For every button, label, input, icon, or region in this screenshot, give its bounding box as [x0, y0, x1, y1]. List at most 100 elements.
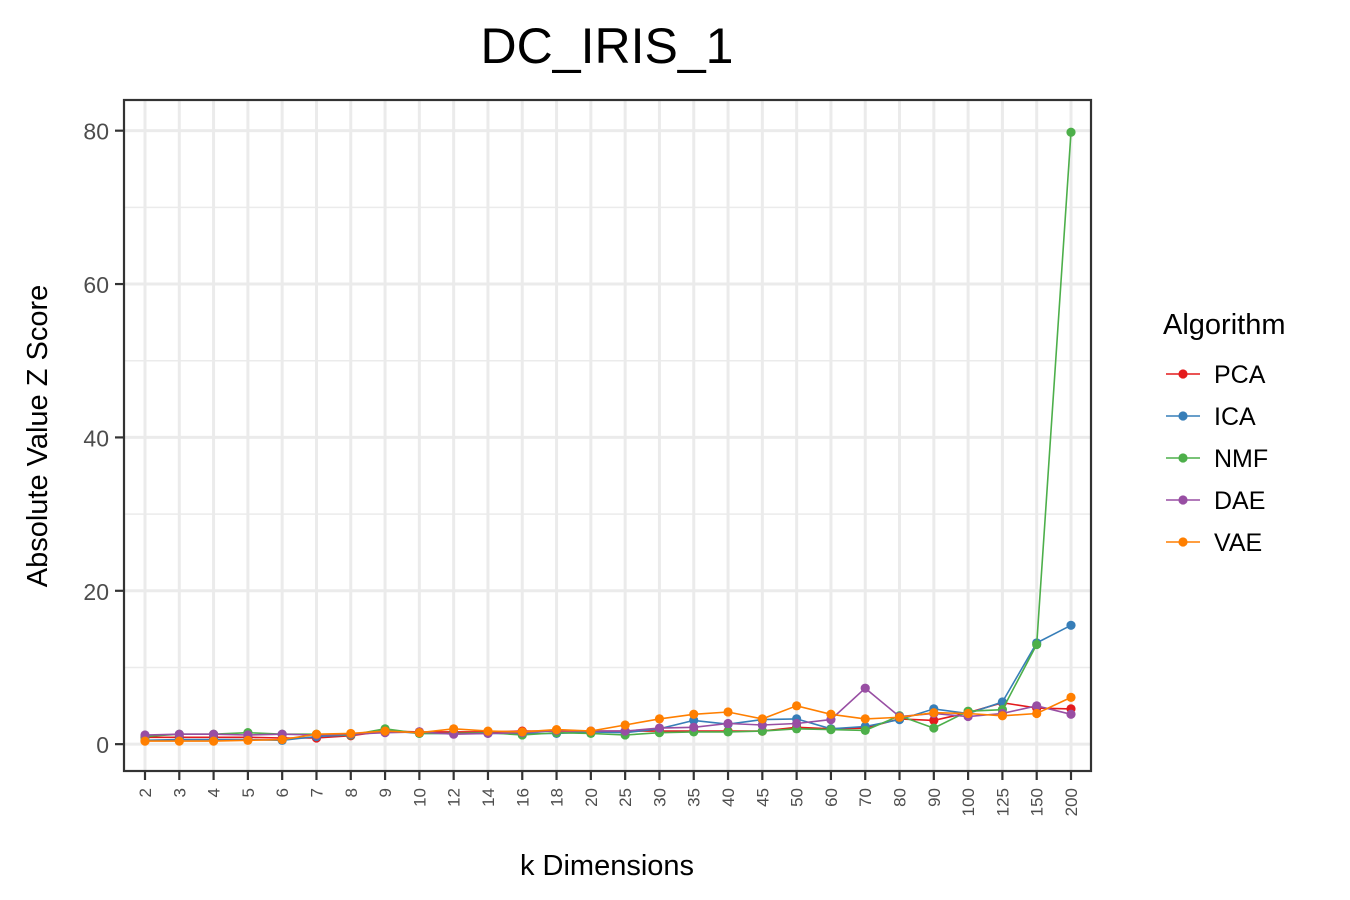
data-point-nmf	[860, 725, 870, 735]
x-tick-label: 20	[582, 788, 601, 807]
data-point-vae	[551, 724, 562, 735]
x-tick-label: 30	[650, 788, 669, 807]
legend-label: DAE	[1214, 487, 1265, 515]
x-tick-label: 50	[788, 788, 807, 807]
legend-item-nmf: NMF	[1166, 445, 1268, 473]
data-point-nmf	[1066, 127, 1076, 137]
x-tick-label: 70	[856, 788, 875, 807]
x-tick-label: 100	[959, 788, 978, 816]
legend-item-pca: PCA	[1166, 361, 1266, 389]
x-tick-label: 12	[445, 788, 464, 807]
data-point-nmf	[929, 723, 939, 733]
data-point-vae	[894, 712, 905, 722]
data-point-vae	[860, 714, 870, 724]
data-point-dae	[1066, 709, 1076, 719]
data-point-pca	[929, 715, 939, 725]
data-point-vae	[449, 724, 459, 734]
data-point-vae	[620, 720, 630, 730]
x-tick-label: 4	[205, 788, 224, 797]
data-point-vae	[346, 728, 356, 739]
y-tick-label: 0	[96, 732, 109, 758]
x-axis-label: k Dimensions	[520, 850, 694, 882]
legend-label: VAE	[1214, 529, 1262, 557]
data-point-vae	[997, 711, 1008, 721]
x-tick-label: 35	[685, 788, 704, 807]
data-point-vae	[963, 708, 973, 719]
data-point-vae	[792, 701, 802, 711]
x-tick-label: 3	[170, 788, 189, 797]
legend-item-vae: VAE	[1166, 529, 1262, 557]
data-point-dae	[792, 718, 802, 729]
data-point-vae	[140, 736, 150, 746]
y-axis-label: Absolute Value Z Score	[22, 285, 54, 588]
legend-item-ica: ICA	[1166, 403, 1256, 431]
chart-title: DC_IRIS_1	[481, 18, 734, 74]
legend-item-dae: DAE	[1166, 487, 1265, 515]
data-point-nmf	[826, 724, 836, 735]
data-point-vae	[757, 714, 767, 724]
legend-items: PCA ICA NMF DAE VAE	[1166, 361, 1268, 557]
x-tick-label: 9	[376, 788, 395, 797]
legend-key-point	[1178, 411, 1188, 421]
x-tick-label: 8	[342, 788, 361, 797]
x-tick-label: 90	[925, 788, 944, 807]
x-tick-label: 60	[822, 788, 841, 807]
legend-label: ICA	[1214, 403, 1256, 431]
data-point-vae	[277, 734, 287, 745]
legend-key-point	[1178, 537, 1188, 547]
series-line-nmf	[144, 132, 1072, 738]
data-point-vae	[483, 726, 493, 736]
data-point-vae	[517, 727, 527, 737]
y-tick-label: 80	[83, 119, 109, 145]
data-point-ica	[1066, 620, 1076, 630]
plot-panel-border	[122, 98, 1093, 773]
x-tick-label: 5	[239, 788, 258, 797]
x-tick-label: 6	[273, 788, 292, 797]
x-tick-label: 150	[1028, 788, 1047, 816]
data-point-vae	[243, 735, 253, 745]
legend-label: NMF	[1214, 445, 1268, 473]
data-point-vae	[586, 726, 596, 736]
x-tick-label: 80	[891, 788, 910, 807]
x-tick-label: 14	[479, 788, 498, 807]
data-point-nmf	[723, 727, 733, 737]
grid	[124, 100, 1091, 771]
data-point-dae	[689, 722, 699, 732]
legend-key-point	[1178, 453, 1188, 463]
data-point-dae	[1032, 701, 1042, 711]
x-tick-label: 2	[136, 788, 155, 797]
legend: Algorithm PCA ICA NMF DAE VAE	[1163, 309, 1286, 557]
data-point-vae	[689, 709, 699, 719]
data-point-vae	[311, 729, 322, 739]
data-point-vae	[174, 736, 184, 746]
data-point-vae	[414, 728, 424, 738]
data-point-vae	[654, 714, 665, 724]
x-tick-label: 200	[1062, 788, 1081, 816]
data-point-vae	[826, 709, 836, 719]
legend-key-point	[1178, 495, 1188, 505]
legend-label: PCA	[1214, 361, 1266, 389]
data-point-vae	[929, 708, 939, 718]
x-tick-label: 45	[753, 788, 772, 807]
x-tick-label: 18	[548, 788, 567, 807]
legend-key-point	[1178, 369, 1188, 379]
data-point-dae	[174, 729, 184, 739]
x-tick-label: 10	[410, 788, 429, 807]
data-point-vae	[1066, 692, 1076, 702]
x-tick-label: 7	[307, 788, 326, 797]
x-tick-label: 125	[993, 788, 1012, 816]
x-tick-label: 25	[616, 788, 635, 807]
data-point-vae	[1032, 708, 1042, 719]
data-point-dae	[208, 729, 219, 739]
data-point-dae	[860, 683, 870, 693]
series-line-vae	[145, 696, 1072, 742]
data-point-nmf	[1032, 639, 1042, 650]
data-point-dae	[654, 723, 665, 733]
data-point-vae	[380, 726, 390, 736]
legend-title: Algorithm	[1163, 309, 1286, 341]
series-lines	[140, 127, 1076, 746]
x-tick-label: 40	[719, 788, 738, 807]
